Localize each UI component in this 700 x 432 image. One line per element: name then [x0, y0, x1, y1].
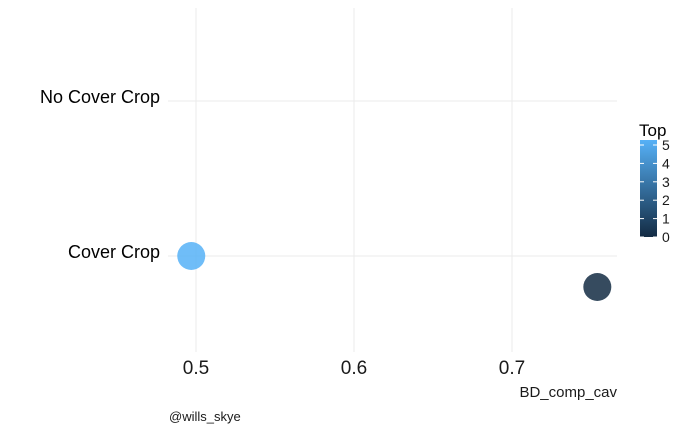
legend-colorbar	[640, 140, 657, 237]
legend-title: Top	[639, 121, 666, 140]
x-axis-title: BD_comp_cav	[519, 384, 617, 401]
legend-tick-label: 4	[662, 155, 670, 171]
data-points	[177, 242, 612, 301]
legend-tick-label: 0	[662, 229, 670, 245]
legend-tick-label: 5	[662, 137, 670, 153]
caption: @wills_skye	[169, 409, 241, 424]
y-tick-label: No Cover Crop	[40, 87, 160, 107]
legend: Top 0 1 2 3 4 5	[639, 121, 670, 245]
legend-tick-label: 1	[662, 211, 670, 227]
data-point	[583, 273, 612, 301]
grid-lines	[168, 8, 617, 352]
legend-tick-label: 2	[662, 192, 670, 208]
x-tick-labels: 0.5 0.6 0.7	[183, 358, 525, 379]
legend-ticks: 0 1 2 3 4 5	[640, 137, 670, 245]
x-tick-label: 0.6	[341, 358, 367, 379]
y-tick-labels: Cover Crop No Cover Crop	[40, 87, 160, 262]
legend-tick-label: 3	[662, 174, 670, 190]
y-tick-label: Cover Crop	[68, 242, 160, 262]
x-tick-label: 0.5	[183, 358, 209, 379]
data-point	[177, 242, 206, 270]
x-tick-label: 0.7	[499, 358, 525, 379]
